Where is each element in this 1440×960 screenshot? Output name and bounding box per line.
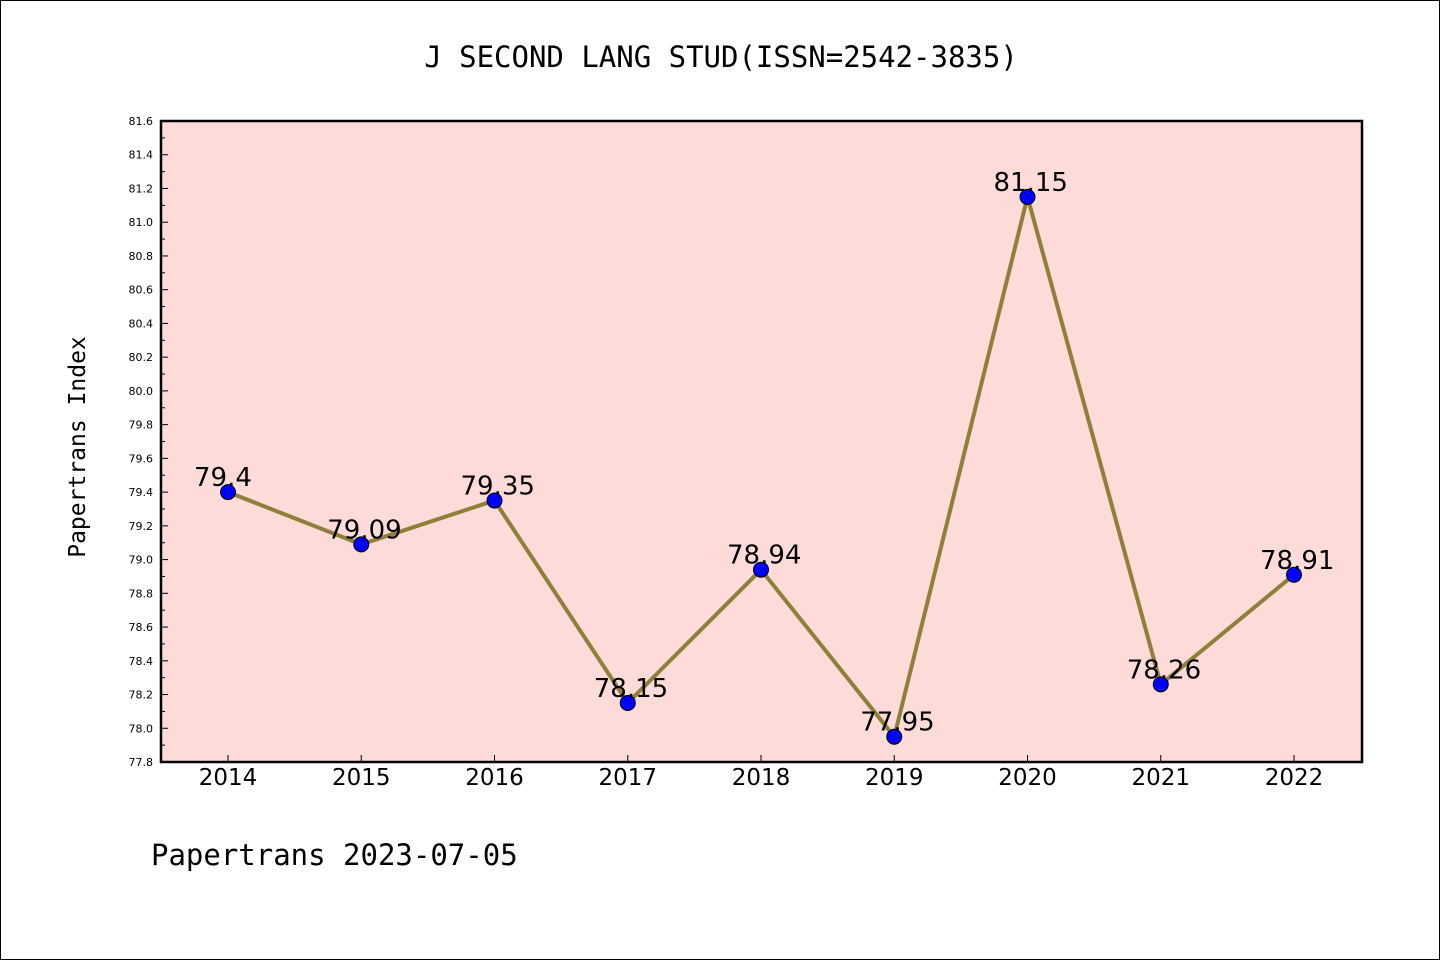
y-tick-label: 80.6 [129, 284, 154, 297]
x-tick-label: 2021 [1131, 765, 1190, 791]
data-point [753, 561, 769, 578]
y-tick-label: 80.4 [129, 317, 154, 330]
plot-area [161, 121, 1362, 762]
y-axis: 77.8 78.0 78.2 78.4 78.6 78.8 79.0 79.2 79.4 79.6… [129, 115, 168, 769]
data-point [619, 694, 636, 711]
footer-text: Papertrans 2023-07-05 [151, 838, 518, 872]
y-tick-label: 79.0 [129, 554, 154, 567]
y-tick-label: 78.8 [129, 587, 154, 600]
y-tick-label: 79.2 [129, 520, 154, 533]
x-axis: 2014 2015 2016 2017 2018 2019 2020 2021 2022 [199, 755, 1324, 791]
plot-frame [159, 119, 1364, 764]
y-axis-label: Papertrans Index [65, 336, 91, 558]
data-label: 79.35 [461, 472, 535, 502]
data-label: 79.09 [327, 515, 401, 545]
y-tick-label: 81.6 [129, 115, 154, 128]
y-tick-label: 81.4 [129, 149, 154, 162]
data-label: 79.4 [194, 463, 252, 493]
x-tick-label: 2017 [598, 765, 657, 791]
y-tick-label: 80.0 [129, 385, 154, 398]
y-tick-label: 78.4 [129, 655, 154, 668]
data-point [886, 728, 903, 745]
data-point [353, 536, 370, 553]
data-label: 77.95 [860, 708, 934, 738]
y-tick-label: 78.0 [129, 722, 154, 735]
data-label: 78.15 [594, 674, 668, 704]
data-point [1152, 676, 1169, 693]
y-tick-label: 79.6 [129, 452, 154, 465]
y-tick-label: 80.2 [129, 351, 154, 364]
data-point [220, 484, 236, 501]
x-tick-label: 2019 [865, 765, 924, 791]
x-tick-label: 2016 [465, 765, 524, 791]
y-tick-label: 78.6 [129, 621, 154, 634]
y-tick-label: 79.8 [129, 419, 154, 432]
data-label: 78.94 [727, 541, 801, 571]
x-tick-label: 2020 [998, 765, 1057, 791]
x-tick-label: 2015 [332, 765, 391, 791]
y-tick-label: 80.8 [129, 250, 154, 263]
data-point [1286, 566, 1302, 583]
series-line [220, 188, 1302, 745]
data-label: 81.15 [994, 168, 1068, 198]
y-tick-label: 77.8 [129, 756, 154, 769]
chart-title: J SECOND LANG STUD(ISSN=2542-3835) [424, 40, 1018, 74]
data-point [1019, 188, 1036, 205]
data-point [486, 492, 503, 509]
y-tick-label: 79.4 [129, 486, 154, 499]
data-label: 78.91 [1260, 546, 1334, 576]
x-tick-label: 2018 [732, 765, 791, 791]
x-tick-label: 2014 [199, 765, 258, 791]
y-tick-label: 81.2 [129, 182, 154, 195]
y-tick-label: 78.2 [129, 689, 154, 702]
data-labels: 79.4 79.09 79.35 78.15 78.94 77.95 81.15 78.26 7… [194, 168, 1334, 738]
x-tick-label: 2022 [1265, 765, 1324, 791]
y-tick-label: 81.0 [129, 216, 154, 229]
data-label: 78.26 [1127, 655, 1201, 685]
